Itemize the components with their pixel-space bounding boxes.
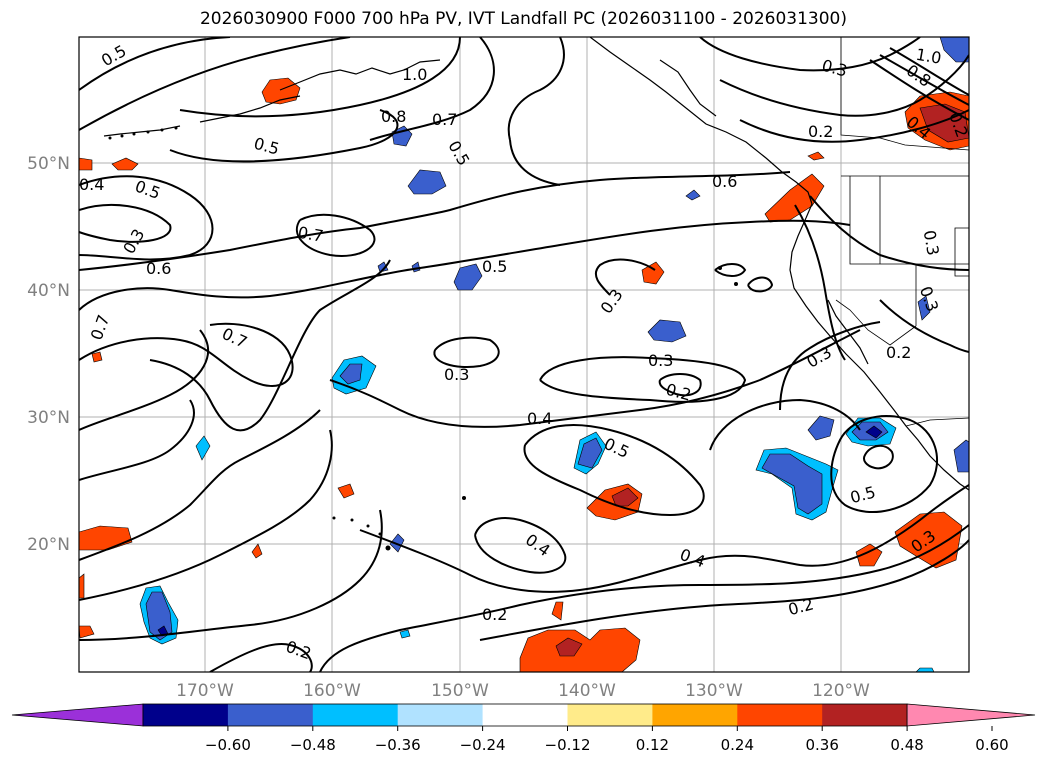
colorbar-tick-label: 0.24: [721, 736, 754, 754]
colorbar-segment: [227, 704, 314, 726]
anomaly-patch: [761, 453, 823, 515]
lat-label: 40°N: [27, 281, 70, 301]
anomaly-patch: [377, 261, 389, 273]
colorbar-tick-label: −0.36: [375, 736, 421, 754]
political-borders: [835, 37, 969, 427]
contour-label: 0.2: [945, 110, 972, 140]
anomaly-patch: [647, 319, 687, 343]
colorbar-extend-min: [11, 703, 144, 727]
anomaly-patch: [251, 543, 263, 559]
colorbar-tick-label: −0.24: [460, 736, 506, 754]
contour-label: 0.4: [79, 175, 104, 194]
anomaly-patch: [551, 601, 564, 621]
colorbar-tick-label: 0.12: [636, 736, 669, 754]
contour-label: 0.4: [527, 409, 552, 428]
anomaly-patch: [91, 351, 103, 363]
anomaly-patch: [407, 169, 447, 195]
contour-label: 0.5: [482, 257, 507, 276]
contour-label: 0.7: [296, 223, 324, 246]
anomaly-patch: [145, 591, 173, 641]
lat-label: 30°N: [27, 408, 70, 428]
lon-label: 160°W: [303, 681, 361, 701]
anomaly-patch: [79, 573, 85, 599]
colorbar-segment: [482, 704, 568, 726]
contour-label: 0.3: [648, 351, 673, 370]
lon-label: 140°W: [558, 681, 616, 701]
colorbar-segment: [143, 704, 229, 726]
longitude-labels: 170°W 160°W 150°W 140°W 130°W 120°W: [176, 681, 870, 701]
colorbar-segment: [652, 704, 738, 726]
lon-label: 120°W: [812, 681, 870, 701]
colorbar-tick-label: −0.60: [205, 736, 251, 754]
anomaly-patch: [79, 625, 95, 639]
anomaly-patch: [519, 627, 641, 672]
anomaly-patch: [195, 435, 211, 461]
colorbar-segment: [737, 704, 823, 726]
contour-label: 0.3: [920, 229, 943, 257]
colorbar-segment: [397, 704, 484, 726]
contour-label: 0.6: [712, 172, 737, 191]
anomaly-patch: [807, 151, 825, 161]
positive-anomaly-patches: [79, 77, 969, 672]
coastlines: [103, 37, 969, 491]
pv-contours: [79, 37, 969, 672]
colorbar-segment: [822, 704, 908, 726]
anomaly-patch: [337, 483, 355, 499]
anomaly-patch: [685, 189, 701, 201]
colorbar-tick-label: 0.36: [805, 736, 838, 754]
contour-label: 0.2: [482, 605, 507, 624]
contour-label: 0.8: [381, 107, 406, 126]
anomaly-patch: [917, 295, 931, 321]
lon-label: 130°W: [685, 681, 743, 701]
anomaly-patch: [915, 667, 935, 672]
anomaly-patch: [939, 37, 969, 63]
map-title: 2026030900 F000 700 hPa PV, IVT Landfall…: [199, 9, 847, 29]
anomaly-patch: [79, 157, 93, 171]
contour-label: 0.2: [886, 343, 911, 362]
colorbar-segment: [567, 704, 653, 726]
anomaly-patch: [641, 261, 665, 285]
contour-label: 1.0: [914, 45, 942, 68]
anomaly-patch: [399, 629, 411, 639]
colorbar: −0.60 −0.48 −0.36 −0.24 −0.12 0.12 0.24 0.36 0.4…: [11, 703, 1036, 754]
anomaly-patch: [953, 439, 969, 473]
lon-label: 150°W: [431, 681, 489, 701]
lat-label: 20°N: [27, 535, 70, 555]
colorbar-tick-label: 0.48: [890, 736, 923, 754]
colorbar-tick-label: −0.12: [545, 736, 591, 754]
map-frame: [78, 36, 970, 673]
colorbar-extend-max: [906, 703, 1036, 727]
anomaly-patch: [807, 415, 835, 441]
contour-label: 0.6: [146, 259, 171, 278]
contour-label: 0.7: [432, 110, 457, 129]
gridlines: [79, 37, 969, 672]
anomaly-patch: [111, 157, 139, 171]
lon-label: 170°W: [176, 681, 234, 701]
colorbar-outline: [142, 703, 908, 727]
contour-label: 1.0: [402, 65, 427, 84]
anomaly-patch: [389, 533, 405, 553]
anomaly-patch: [577, 437, 603, 469]
anomaly-patch: [339, 363, 363, 385]
contour-label: 0.2: [808, 122, 833, 141]
anomaly-patch: [865, 425, 883, 439]
lat-label: 50°N: [27, 154, 70, 174]
latitude-labels: 50°N 40°N 30°N 20°N: [27, 154, 70, 555]
contour-label: 0.3: [444, 365, 469, 384]
colorbar-segment: [312, 704, 399, 726]
anomaly-patch: [453, 263, 483, 291]
anomaly-patch: [555, 637, 583, 657]
colorbar-tick-label: −0.48: [290, 736, 336, 754]
colorbar-tick-label: 0.60: [975, 736, 1008, 754]
